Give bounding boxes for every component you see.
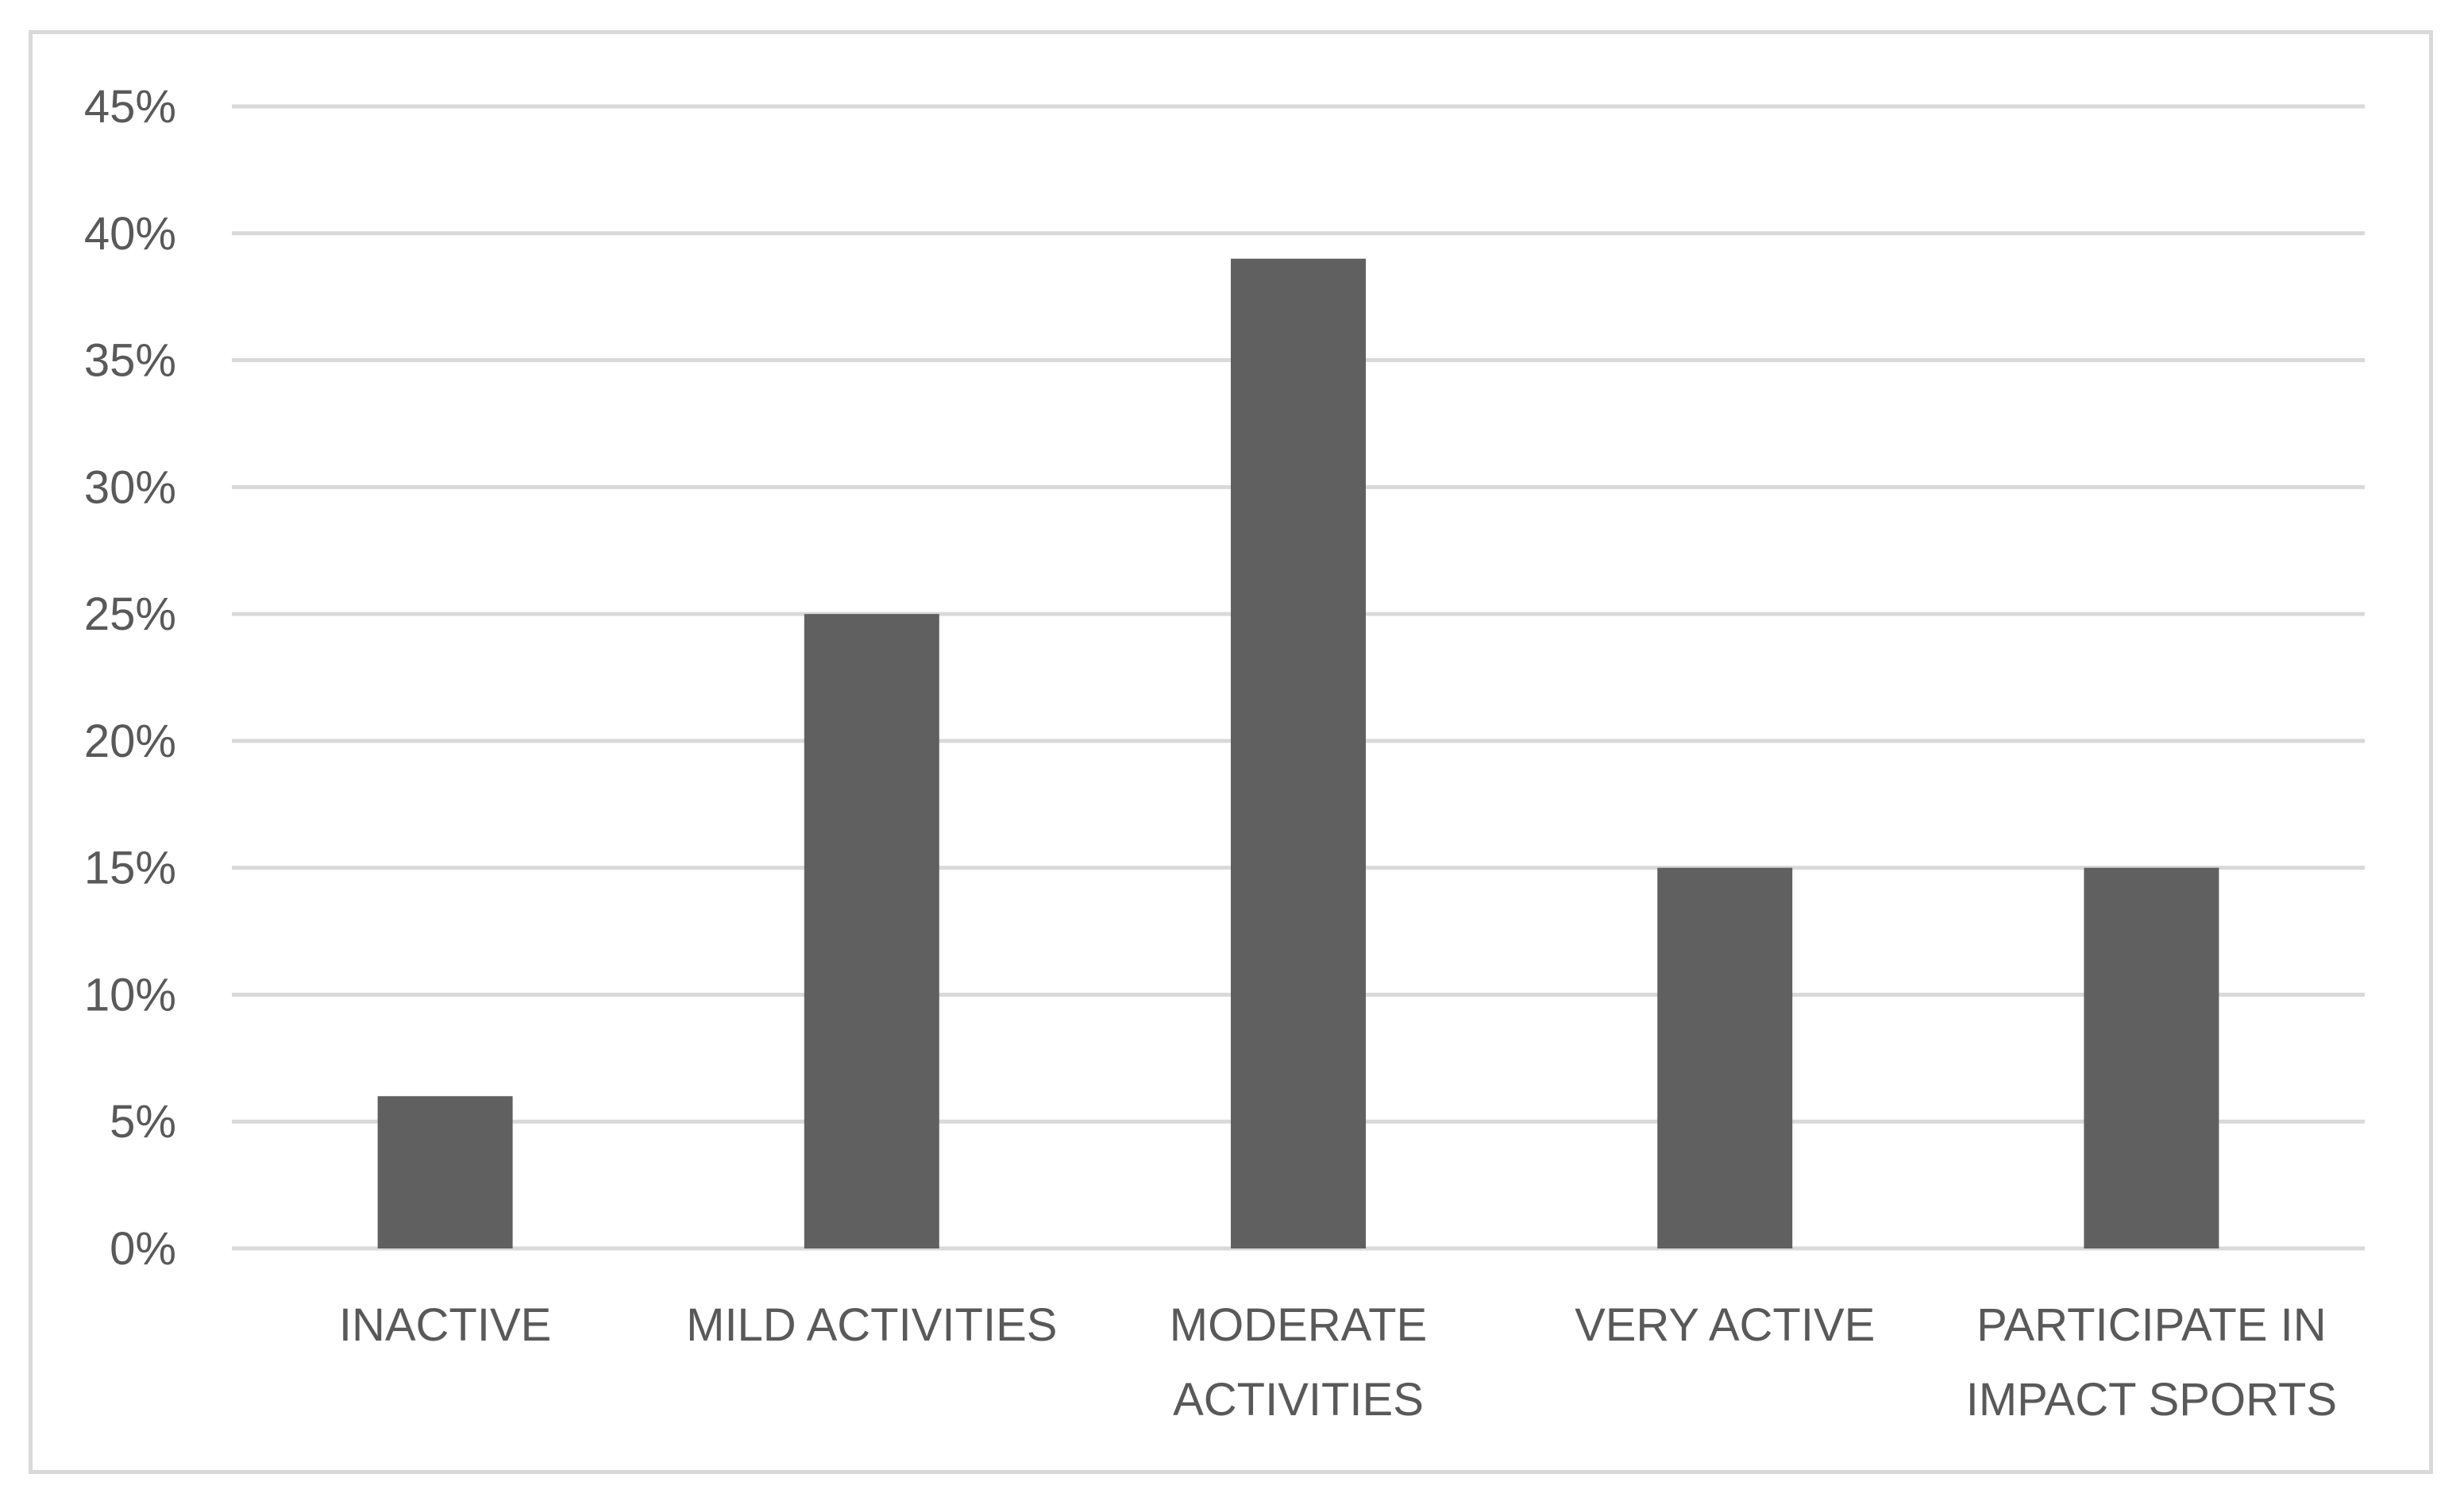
y-tick-label: 45% — [84, 81, 176, 133]
bar — [1657, 867, 1793, 1248]
bar — [1231, 258, 1366, 1248]
y-tick-label: 5% — [110, 1096, 176, 1148]
bar — [377, 1096, 513, 1248]
y-tick-label: 20% — [84, 716, 176, 767]
y-tick-label: 35% — [84, 335, 176, 387]
gridlines — [232, 104, 2365, 1251]
x-category-label: MILD ACTIVITIES — [686, 1299, 1057, 1351]
x-category-label: INACTIVE — [339, 1299, 552, 1351]
x-axis-category-labels: INACTIVE MILD ACTIVITIES MODERATE ACTIVITIE… — [339, 1299, 2337, 1426]
x-category-label-line: INACTIVE — [339, 1299, 552, 1351]
y-tick-label: 30% — [84, 461, 176, 513]
x-category-label-line: MODERATE — [1170, 1299, 1427, 1351]
y-tick-label: 40% — [84, 208, 176, 260]
y-axis-tick-labels: 0% 5% 10% 15% 20% 25% 30% 35% 40% 45% — [84, 81, 176, 1275]
x-category-label-line: VERY ACTIVE — [1575, 1299, 1875, 1351]
y-tick-label: 25% — [84, 588, 176, 640]
y-tick-label: 0% — [110, 1223, 176, 1275]
bars — [377, 258, 2219, 1248]
x-category-label: PARTICIPATE IN IMPACT SPORTS — [1966, 1299, 2337, 1426]
y-tick-label: 15% — [84, 843, 176, 894]
x-category-label-line: IMPACT SPORTS — [1966, 1374, 2337, 1426]
x-category-label-line: MILD ACTIVITIES — [686, 1299, 1057, 1351]
x-category-label-line: ACTIVITIES — [1173, 1374, 1424, 1426]
x-category-label-line: PARTICIPATE IN — [1976, 1299, 2326, 1351]
y-tick-label: 10% — [84, 969, 176, 1021]
x-category-label: VERY ACTIVE — [1575, 1299, 1875, 1351]
bar — [804, 614, 939, 1248]
bar — [2084, 867, 2219, 1248]
x-category-label: MODERATE ACTIVITIES — [1170, 1299, 1427, 1426]
